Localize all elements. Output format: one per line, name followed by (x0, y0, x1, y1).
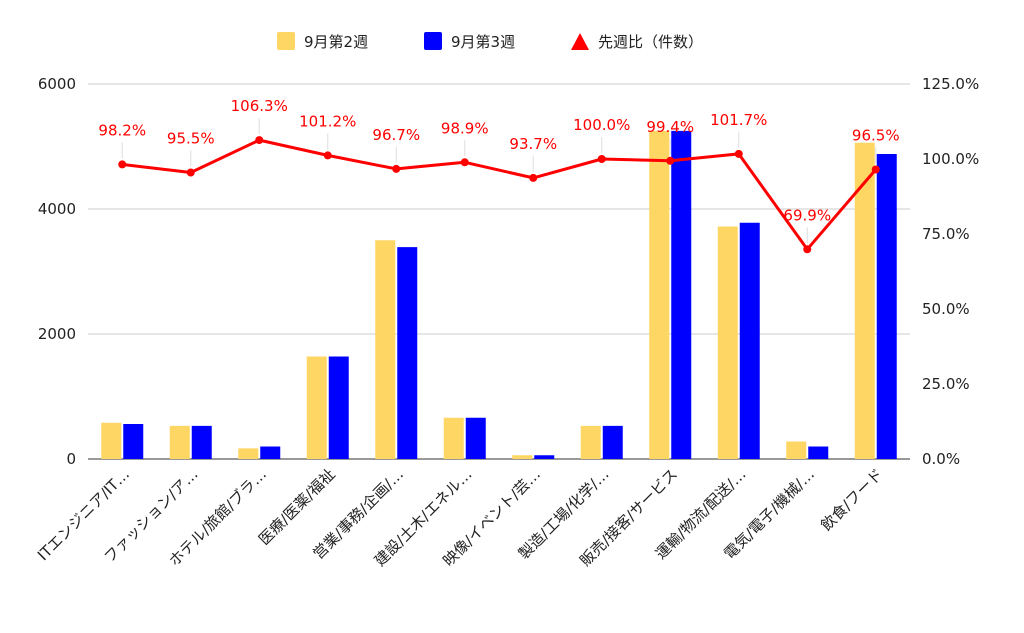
bars (101, 130, 897, 459)
line-point (460, 158, 469, 167)
data-label: 99.4% (646, 118, 694, 136)
line-point (734, 149, 743, 158)
bar (169, 425, 190, 459)
line-point (529, 173, 538, 182)
right-tick-label: 50.0% (922, 300, 970, 318)
bar (717, 226, 738, 459)
ratio-line (118, 118, 880, 254)
series-line (122, 138, 877, 251)
data-label: 98.2% (98, 121, 146, 139)
data-label: 106.3% (231, 97, 288, 115)
bar (191, 425, 212, 459)
bar (397, 247, 418, 459)
right-axis-ticks: 0.0% 25.0% 50.0% 75.0% 100.0% 125.0% (922, 75, 979, 468)
category-labels: ITエンジニア/IT…ファッション/ア…ホテル/旅館/ブラ…医療/医薬/福祉営業… (34, 465, 887, 570)
bar (739, 222, 760, 459)
left-tick-label: 0 (66, 450, 76, 468)
legend-label: 先週比（件数） (598, 33, 703, 51)
right-tick-label: 75.0% (922, 225, 970, 243)
right-tick-label: 25.0% (922, 375, 970, 393)
bar (123, 424, 144, 459)
line-point (803, 245, 812, 254)
right-tick-label: 100.0% (922, 150, 979, 168)
line-point (255, 136, 264, 145)
bar (534, 455, 555, 459)
bar (375, 240, 396, 459)
data-label: 69.9% (783, 206, 831, 224)
category-label: 飲食/フード (817, 465, 886, 534)
data-label: 96.7% (372, 126, 420, 144)
right-tick-label: 125.0% (922, 75, 979, 93)
bar (465, 417, 486, 459)
line-point (392, 164, 401, 173)
gridlines (88, 83, 910, 460)
data-label: 101.7% (710, 111, 767, 129)
left-tick-label: 6000 (38, 75, 76, 93)
legend-marker (571, 33, 589, 50)
bar (260, 446, 281, 459)
line-point (323, 151, 332, 160)
data-label: 96.5% (852, 127, 900, 145)
bar (786, 441, 807, 459)
bar (649, 130, 670, 459)
bar (443, 417, 464, 459)
data-label: 95.5% (167, 130, 215, 148)
legend-swatch (424, 32, 442, 50)
line-point (871, 165, 880, 174)
legend-label: 9月第3週 (451, 33, 515, 51)
bar (328, 356, 349, 459)
data-label: 100.0% (573, 116, 630, 134)
bar (876, 154, 897, 459)
data-label: 93.7% (509, 135, 557, 153)
right-tick-label: 0.0% (922, 450, 960, 468)
bar (854, 142, 875, 459)
bar (580, 425, 601, 459)
left-tick-label: 2000 (38, 325, 76, 343)
left-tick-label: 4000 (38, 200, 76, 218)
data-label: 101.2% (299, 112, 356, 130)
bar (306, 356, 327, 459)
data-labels: 98.2% 95.5% 106.3% 101.2% 96.7% 98.9% 93.7% 100… (98, 97, 899, 224)
bar (101, 422, 122, 459)
line-point (186, 168, 195, 177)
line-point (118, 160, 127, 169)
legend-label: 9月第2週 (304, 33, 368, 51)
bar (808, 446, 829, 459)
data-label: 98.9% (441, 119, 489, 137)
legend: 9月第2週 9月第3週 先週比（件数） (277, 32, 703, 51)
bar (671, 130, 692, 459)
bar (512, 455, 533, 459)
line-point (666, 156, 675, 165)
bar (602, 425, 623, 459)
bar (238, 448, 259, 459)
legend-swatch (277, 32, 295, 50)
left-axis-ticks: 0 2000 4000 6000 (38, 75, 76, 468)
line-point (597, 155, 606, 163)
